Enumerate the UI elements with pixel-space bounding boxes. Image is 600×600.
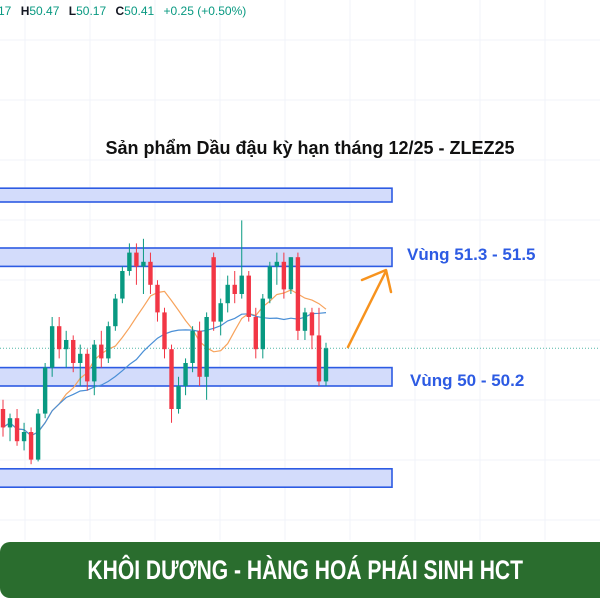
candle-up <box>7 418 13 428</box>
candle-up <box>127 252 132 271</box>
candle-down <box>134 252 139 267</box>
candle-down <box>197 330 202 377</box>
candle-down <box>99 344 104 359</box>
candle-down <box>253 317 258 350</box>
close-value: 50.41 <box>124 4 155 18</box>
candle-down <box>162 312 167 350</box>
candle-up <box>106 326 111 359</box>
price-zones <box>0 187 393 488</box>
candle-down <box>155 284 160 313</box>
candle-up <box>190 330 195 363</box>
candle-down <box>14 418 20 442</box>
candle-down <box>295 257 301 331</box>
price-zone <box>0 247 393 268</box>
chart-title: Sản phẩm Dầu đậu kỳ hạn tháng 12/25 - ZL… <box>105 138 515 158</box>
candle-up <box>204 317 209 377</box>
low-value: 50.17 <box>76 4 107 18</box>
candle-down <box>232 284 237 294</box>
candle-up <box>183 363 188 386</box>
candle-up <box>176 386 181 409</box>
candle-down <box>281 261 287 290</box>
candle-down <box>211 257 216 322</box>
low-key: L <box>68 4 77 18</box>
close-key: C <box>115 4 125 18</box>
candle-down <box>56 326 62 350</box>
candle-up <box>49 326 55 368</box>
candle-up <box>92 344 97 382</box>
change-value: +0.25 (+0.50%) <box>163 4 247 18</box>
candle-down <box>85 353 90 382</box>
ohlc-readout: 17 H50.47 L50.17 C50.41 +0.25 (+0.50%) <box>0 4 246 18</box>
candle-up <box>21 432 27 442</box>
up-arrow-icon <box>346 268 393 349</box>
footer-banner: KHÔI DƯƠNG - HÀNG HOÁ PHÁI SINH HCT <box>0 542 600 598</box>
candles <box>0 220 329 465</box>
candle-up <box>141 261 146 267</box>
candle-up <box>225 284 230 304</box>
banner-text: KHÔI DƯƠNG - HÀNG HOÁ PHÁI SINH HCT <box>87 554 523 585</box>
price-zone <box>0 366 393 387</box>
zone-label-lower: Vùng 50 - 50.2 <box>410 371 525 390</box>
candle-up <box>113 298 118 327</box>
candle-up <box>63 340 69 350</box>
candle-up <box>260 298 266 350</box>
candle-down <box>169 349 174 409</box>
high-value: 50.47 <box>29 4 60 18</box>
candle-up <box>323 348 329 382</box>
candle-up <box>42 367 48 414</box>
candle-up <box>120 271 125 299</box>
candle-up <box>274 261 280 267</box>
zone-label-upper: Vùng 51.3 - 51.5 <box>407 245 536 264</box>
high-key: H <box>20 4 30 18</box>
candle-down <box>148 261 153 285</box>
candle-up <box>239 275 244 294</box>
open-value: 17 <box>0 4 12 18</box>
candle-up <box>78 353 83 363</box>
candle-up <box>288 257 294 290</box>
candle-up <box>218 303 223 322</box>
price-zone <box>0 467 393 488</box>
candle-down <box>316 335 322 382</box>
candle-down <box>0 409 6 428</box>
candle-down <box>309 312 315 336</box>
price-zone <box>0 187 393 203</box>
candle-down <box>28 432 34 460</box>
candle-down <box>246 275 251 317</box>
candle-up <box>35 413 41 460</box>
candle-down <box>71 340 76 363</box>
candle-up <box>302 312 308 331</box>
candle-up <box>267 266 273 299</box>
